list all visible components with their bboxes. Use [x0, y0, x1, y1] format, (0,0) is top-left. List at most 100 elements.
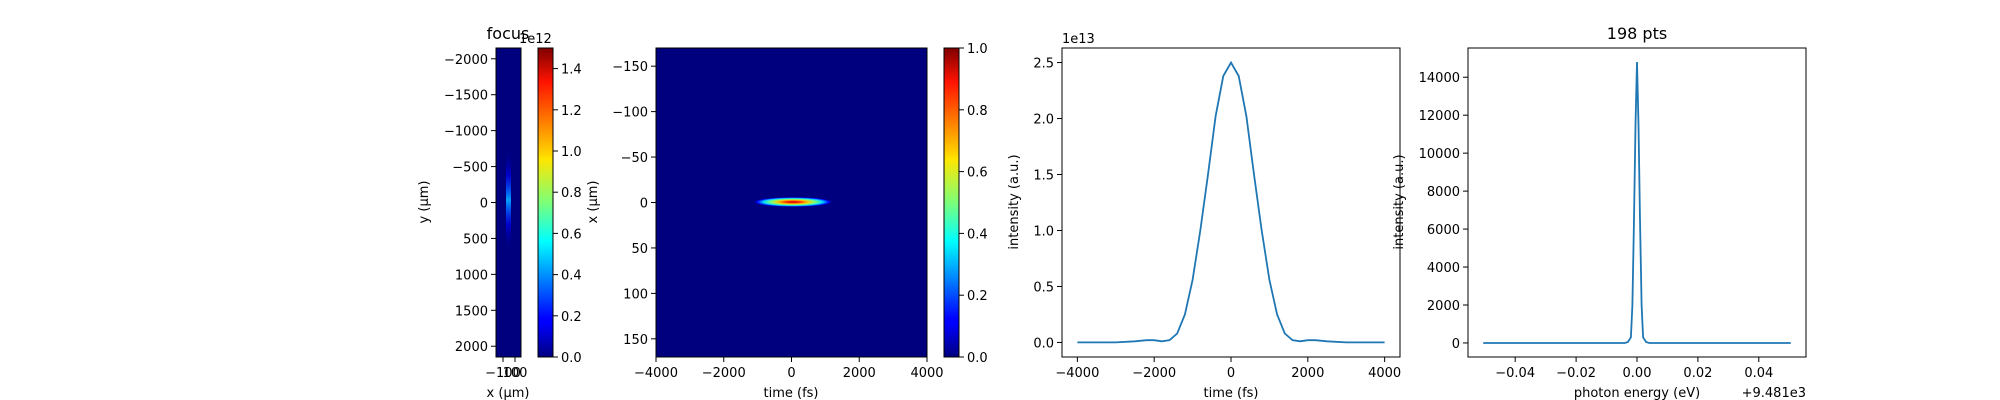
xt-y-tick-label: 100: [623, 287, 648, 302]
spectrum-y-label: intensity (a.u.): [1392, 154, 1407, 249]
spectrum-x-axis: −0.04 −0.02 0.00 0.02 0.04: [1495, 357, 1773, 381]
focus-title: focus: [487, 24, 530, 43]
time-y-tick-label: 1.0: [1033, 224, 1054, 239]
focus-cbar-tick-label: 1.2: [561, 104, 582, 119]
focus-colorbar-frame: [537, 47, 554, 358]
spectrum-x-tick-label: 0.04: [1744, 366, 1773, 381]
spectrum-x-label: photon energy (eV): [1574, 386, 1700, 400]
time-y-label: intensity (a.u.): [1007, 154, 1022, 249]
xt-cbar-tick-label: 0.4: [967, 227, 988, 242]
xt-x-label: time (fs): [764, 386, 819, 400]
focus-cbar-tick-label: 0.6: [561, 227, 582, 242]
focus-cbar-tick-label: 0.4: [561, 269, 582, 284]
xt-cbar-tick-label: 0.8: [967, 104, 988, 119]
xt-colorbar-ticks: 0.0 0.2 0.4 0.6 0.8 1.0: [959, 42, 988, 366]
focus-x-tick-label: 100: [503, 366, 528, 381]
xt-beam-spot: [753, 197, 833, 207]
focus-cbar-tick-label: 1.4: [561, 63, 582, 78]
xt-heatmap-panel: −150 −100 −50 0 50 100 150 −4000 −2000 0 2000 4000…: [586, 47, 944, 400]
spectrum-x-offset: +9.481e3: [1742, 386, 1806, 400]
time-x-tick-label: −4000: [1055, 366, 1099, 381]
xt-cbar-tick-label: 0.2: [967, 289, 988, 304]
focus-y-tick-label: 2000: [455, 340, 488, 355]
xt-colorbar-gradient: [944, 48, 959, 357]
spectrum-y-tick-label: 6000: [1427, 223, 1460, 238]
spectrum-y-tick-label: 0: [1452, 337, 1460, 352]
focus-cbar-tick-label: 0.0: [561, 351, 582, 366]
focus-colorbar: 0.0 0.2 0.4 0.6 0.8 1.0 1.2 1.4 1e12: [519, 32, 582, 366]
time-x-label: time (fs): [1204, 386, 1259, 400]
time-axes-frame: [1061, 47, 1401, 358]
time-x-axis: −4000 −2000 0 2000 4000: [1055, 357, 1401, 381]
focus-x-label: x (μm): [487, 386, 530, 400]
xt-colorbar-frame: [943, 47, 960, 358]
focus-beam-line: [506, 150, 511, 250]
spectrum-y-tick-label: 8000: [1427, 185, 1460, 200]
focus-y-axis: −2000 −1500 −1000 −500 0 500 1000 1500 2000: [444, 53, 496, 355]
focus-y-tick-label: 1500: [455, 304, 488, 319]
focus-colorbar-offset: 1e12: [519, 32, 552, 47]
time-y-tick-label: 0.5: [1033, 280, 1054, 295]
xt-cbar-tick-label: 0.0: [967, 351, 988, 366]
focus-colorbar-gradient: [538, 48, 553, 357]
focus-y-tick-label: −1000: [444, 125, 488, 140]
spectrum-x-tick-label: −0.04: [1495, 366, 1535, 381]
xt-y-label: x (μm): [586, 181, 601, 224]
time-x-tick-label: 4000: [1368, 366, 1401, 381]
spectrum-y-tick-label: 14000: [1419, 71, 1460, 86]
spectrum-y-tick-label: 2000: [1427, 299, 1460, 314]
xt-y-tick-label: 50: [631, 242, 648, 257]
xt-y-axis: −150 −100 −50 0 50 100 150: [612, 60, 656, 348]
time-x-tick-label: −2000: [1132, 366, 1176, 381]
focus-heatmap-panel: −2000 −1500 −1000 −500 0 500 1000 1500 2000 −100…: [417, 24, 529, 400]
focus-y-tick-label: 500: [463, 232, 488, 247]
focus-cbar-tick-label: 0.2: [561, 310, 582, 325]
focus-y-tick-label: −1500: [444, 89, 488, 104]
xt-colorbar: 0.0 0.2 0.4 0.6 0.8 1.0: [943, 42, 988, 366]
time-x-tick-label: 2000: [1291, 366, 1324, 381]
xt-cbar-tick-label: 0.6: [967, 166, 988, 181]
focus-x-tick-label: −100: [485, 366, 521, 381]
spectrum-y-tick-label: 4000: [1427, 261, 1460, 276]
focus-cbar-tick-label: 0.8: [561, 186, 582, 201]
focus-y-label: y (μm): [417, 181, 432, 224]
xt-x-axis: −4000 −2000 0 2000 4000: [634, 357, 944, 381]
time-y-tick-label: 2.5: [1033, 57, 1054, 72]
xt-x-tick-label: −4000: [634, 366, 678, 381]
xt-y-tick-label: −150: [612, 60, 648, 75]
focus-colorbar-ticks: 0.0 0.2 0.4 0.6 0.8 1.0 1.2 1.4: [553, 63, 582, 366]
focus-y-tick-label: −2000: [444, 53, 488, 68]
spectrum-line: [1483, 61, 1791, 344]
time-y-offset: 1e13: [1062, 32, 1095, 47]
xt-x-tick-label: 2000: [843, 366, 876, 381]
time-y-axis: 0.0 0.5 1.0 1.5 2.0 2.5: [1033, 57, 1062, 351]
spectrum-x-tick-label: 0.00: [1623, 366, 1652, 381]
xt-y-tick-label: −50: [621, 151, 648, 166]
time-y-tick-label: 2.0: [1033, 113, 1054, 128]
time-intensity-panel: 0.0 0.5 1.0 1.5 2.0 2.5 −4000 −2000 0 2000 4000 1…: [1007, 32, 1401, 400]
spectrum-y-tick-label: 10000: [1419, 147, 1460, 162]
xt-y-tick-label: 150: [623, 333, 648, 348]
xt-x-tick-label: −2000: [702, 366, 746, 381]
focus-y-tick-label: 1000: [455, 268, 488, 283]
xt-cbar-tick-label: 1.0: [967, 42, 988, 57]
time-y-tick-label: 1.5: [1033, 169, 1054, 184]
xt-x-tick-label: 4000: [910, 366, 943, 381]
xt-y-tick-label: 0: [640, 197, 648, 212]
time-y-tick-label: 0.0: [1033, 336, 1054, 351]
time-intensity-line: [1077, 60, 1385, 344]
focus-y-tick-label: −500: [452, 161, 488, 176]
focus-cbar-tick-label: 1.0: [561, 145, 582, 160]
focus-y-tick-label: 0: [480, 197, 488, 212]
spectrum-y-tick-label: 12000: [1419, 109, 1460, 124]
xt-x-tick-label: 0: [787, 366, 795, 381]
xt-y-tick-label: −100: [612, 106, 648, 121]
time-x-tick-label: 0: [1227, 366, 1235, 381]
spectrum-title: 198 pts: [1607, 24, 1667, 43]
spectrum-y-axis: 0 2000 4000 6000 8000 10000 12000 14000: [1419, 71, 1468, 352]
spectrum-x-tick-label: −0.02: [1556, 366, 1596, 381]
spectrum-x-tick-label: 0.02: [1683, 366, 1712, 381]
